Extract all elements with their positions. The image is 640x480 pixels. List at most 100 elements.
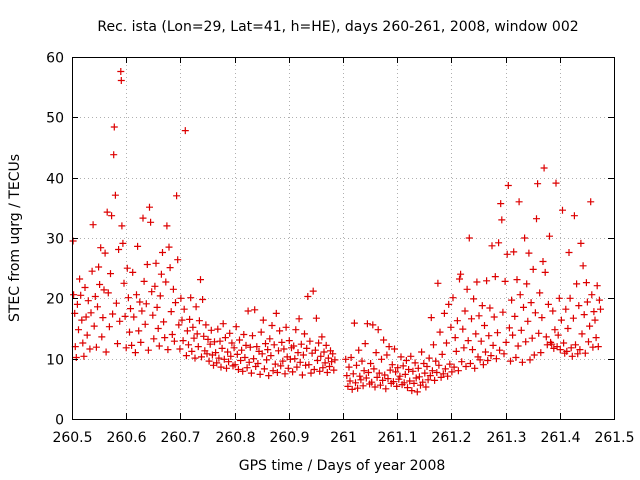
data-point bbox=[452, 347, 460, 355]
data-point bbox=[409, 367, 417, 375]
data-point bbox=[541, 268, 549, 276]
data-point bbox=[392, 368, 400, 376]
data-point bbox=[265, 372, 273, 380]
data-point bbox=[574, 350, 582, 358]
x-tick-label: 261.3 bbox=[486, 430, 526, 446]
data-point bbox=[516, 291, 524, 299]
data-point bbox=[418, 348, 426, 356]
x-axis-ticks: 260.5 260.6 260.7 260.8 260.9 261 261.1 261.2 26… bbox=[52, 57, 635, 446]
data-point bbox=[294, 349, 302, 357]
data-point bbox=[153, 303, 161, 311]
data-point bbox=[531, 309, 539, 317]
data-point bbox=[419, 378, 427, 386]
data-point bbox=[503, 250, 511, 258]
data-point bbox=[383, 351, 391, 359]
data-point bbox=[428, 367, 436, 375]
data-point bbox=[285, 337, 293, 345]
data-point bbox=[500, 350, 508, 358]
data-point bbox=[577, 239, 585, 247]
chart-title: Rec. ista (Lon=29, Lat=41, h=HE), days 2… bbox=[97, 19, 578, 35]
data-point bbox=[173, 192, 181, 200]
data-point bbox=[440, 309, 448, 317]
data-point bbox=[568, 352, 576, 360]
data-point bbox=[548, 340, 556, 348]
data-point bbox=[376, 381, 384, 389]
data-point bbox=[443, 339, 450, 347]
data-point bbox=[304, 293, 312, 300]
data-point bbox=[87, 309, 95, 317]
data-point bbox=[306, 337, 314, 345]
data-point bbox=[498, 216, 506, 224]
data-point bbox=[352, 379, 359, 387]
data-point bbox=[212, 349, 220, 357]
x-tick-label: 260.8 bbox=[215, 430, 255, 446]
data-point bbox=[301, 330, 308, 338]
data-point bbox=[507, 357, 514, 365]
data-point bbox=[192, 303, 200, 311]
data-point bbox=[234, 366, 242, 373]
data-point bbox=[510, 248, 518, 256]
data-point bbox=[402, 357, 410, 364]
data-point bbox=[570, 212, 578, 220]
data-point bbox=[168, 331, 176, 338]
data-point bbox=[424, 376, 432, 384]
data-point bbox=[370, 365, 378, 373]
data-point bbox=[315, 339, 323, 347]
data-point bbox=[320, 348, 328, 356]
data-point bbox=[170, 337, 178, 345]
data-point bbox=[111, 191, 119, 199]
data-point bbox=[431, 376, 439, 384]
data-point bbox=[367, 360, 375, 367]
data-point bbox=[430, 341, 437, 349]
data-point bbox=[368, 378, 376, 386]
data-point bbox=[458, 358, 466, 366]
data-point bbox=[597, 305, 604, 313]
data-point bbox=[203, 350, 211, 358]
data-point bbox=[555, 294, 563, 302]
data-point bbox=[414, 364, 422, 372]
data-point bbox=[456, 275, 463, 283]
data-point bbox=[481, 322, 488, 329]
data-point bbox=[530, 351, 538, 359]
data-point bbox=[310, 366, 318, 373]
data-point bbox=[128, 341, 136, 349]
data-point bbox=[231, 361, 239, 369]
data-point bbox=[511, 312, 519, 320]
data-point bbox=[246, 343, 254, 351]
data-point bbox=[365, 369, 372, 376]
data-point bbox=[348, 385, 356, 393]
data-point bbox=[361, 340, 369, 348]
data-point bbox=[585, 338, 592, 346]
data-point bbox=[436, 328, 444, 336]
data-point bbox=[269, 367, 277, 375]
data-point bbox=[588, 291, 596, 299]
data-point bbox=[357, 376, 365, 384]
data-point bbox=[266, 335, 274, 343]
data-point bbox=[521, 234, 529, 242]
data-point bbox=[381, 371, 389, 379]
data-point bbox=[593, 282, 601, 290]
data-point bbox=[86, 345, 94, 353]
data-point bbox=[244, 307, 252, 315]
data-point bbox=[305, 361, 313, 369]
y-tick-label: 30 bbox=[46, 232, 64, 248]
data-point bbox=[276, 327, 284, 335]
data-point bbox=[121, 312, 129, 320]
data-point bbox=[175, 321, 183, 329]
data-point bbox=[485, 332, 493, 340]
data-point bbox=[151, 282, 159, 290]
data-point bbox=[172, 299, 179, 307]
data-point bbox=[499, 308, 507, 316]
data-point bbox=[496, 346, 504, 354]
data-point bbox=[512, 354, 520, 361]
data-points bbox=[69, 68, 604, 396]
data-point bbox=[371, 383, 379, 391]
data-point bbox=[139, 214, 147, 222]
data-point bbox=[318, 333, 326, 341]
data-point bbox=[95, 263, 103, 271]
data-point bbox=[138, 307, 146, 315]
data-point bbox=[522, 338, 530, 346]
data-point bbox=[103, 208, 111, 216]
data-point bbox=[475, 312, 483, 320]
